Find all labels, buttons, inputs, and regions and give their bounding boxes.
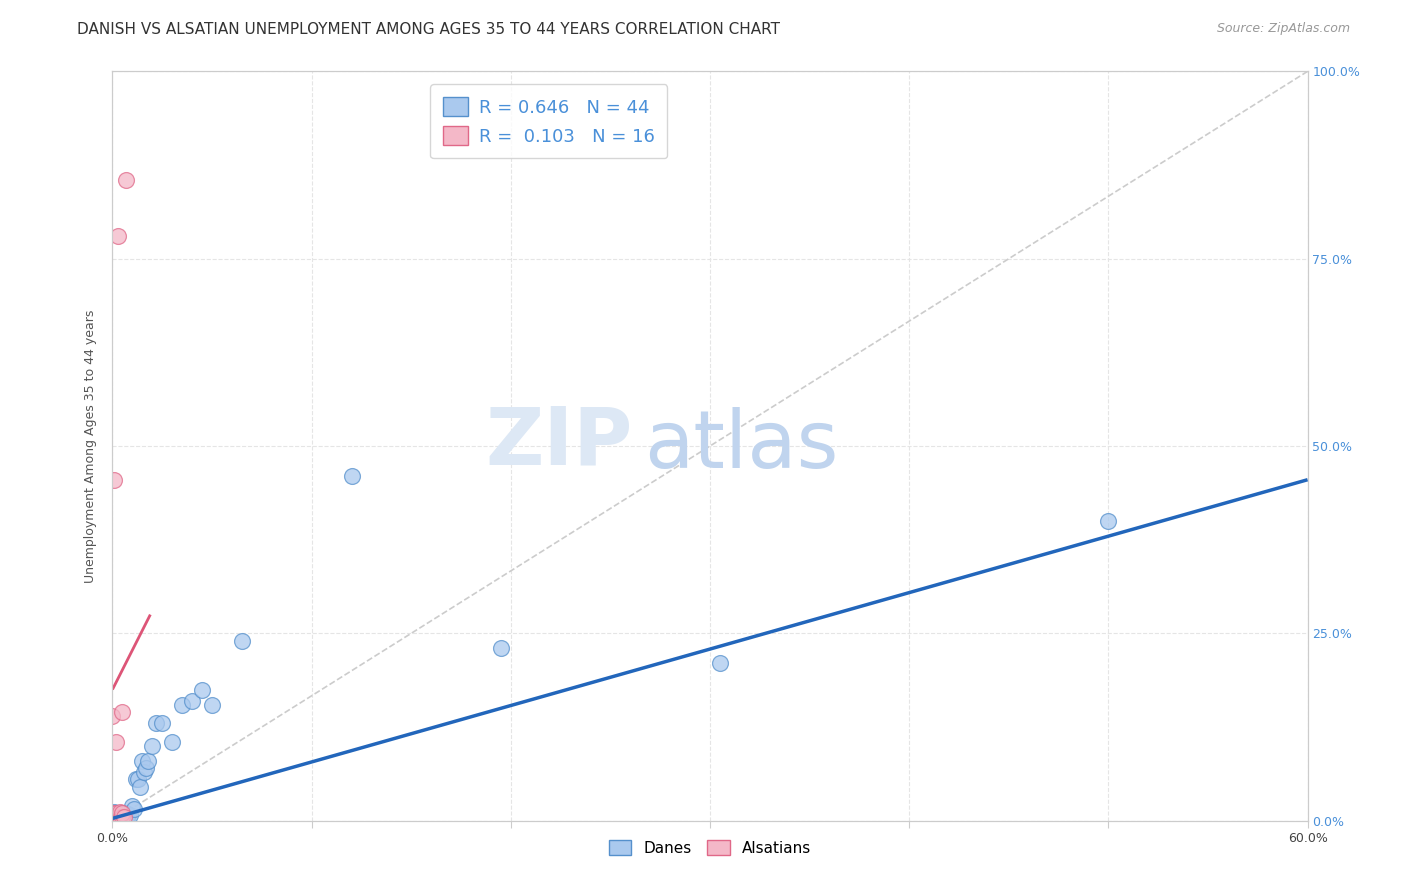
Point [105,806,128,821]
Point [162,735,183,749]
Point [110,810,132,824]
Point [129,780,152,794]
Point [121,798,143,813]
Point [103,810,125,824]
Point [105,810,128,824]
Point [105,807,128,822]
Point [114,807,135,822]
Point [110,810,132,824]
Point [150,716,173,731]
Text: ZIP: ZIP [485,403,633,482]
Point [101,806,124,821]
Point [191,682,214,697]
Point [131,754,153,768]
Point [105,810,128,824]
Point [103,805,125,819]
Point [181,694,204,708]
Point [107,810,129,824]
Point [115,173,138,187]
Point [124,802,146,816]
Point [105,735,128,749]
Point [709,657,731,671]
Point [101,810,124,824]
Point [107,808,129,822]
Text: atlas: atlas [644,407,838,485]
Y-axis label: Unemployment Among Ages 35 to 44 years: Unemployment Among Ages 35 to 44 years [83,310,97,582]
Point [101,806,124,821]
Point [120,807,142,822]
Point [103,473,125,487]
Point [111,810,134,824]
Legend: Danes, Alsatians: Danes, Alsatians [602,833,818,862]
Point [145,716,167,731]
Point [111,806,134,821]
Point [138,754,160,768]
Point [114,810,135,824]
Point [103,807,125,822]
Point [111,810,134,824]
Point [101,708,124,723]
Text: DANISH VS ALSATIAN UNEMPLOYMENT AMONG AGES 35 TO 44 YEARS CORRELATION CHART: DANISH VS ALSATIAN UNEMPLOYMENT AMONG AG… [77,22,780,37]
Point [105,810,128,824]
Point [201,698,224,712]
Point [135,761,157,775]
Point [103,810,125,824]
Point [134,764,156,779]
Point [107,810,129,824]
Text: Source: ZipAtlas.com: Source: ZipAtlas.com [1216,22,1350,36]
Point [127,772,149,787]
Point [172,698,194,712]
Point [231,633,253,648]
Point [103,810,125,824]
Point [141,739,163,753]
Point [489,641,512,656]
Point [110,805,132,819]
Point [107,806,129,821]
Point [115,806,138,821]
Point [111,705,134,719]
Point [340,469,363,483]
Point [114,810,135,824]
Point [111,806,134,821]
Point [117,807,139,822]
Point [1097,514,1119,528]
Point [125,772,148,787]
Point [107,229,129,244]
Point [110,807,132,822]
Point [115,810,138,824]
